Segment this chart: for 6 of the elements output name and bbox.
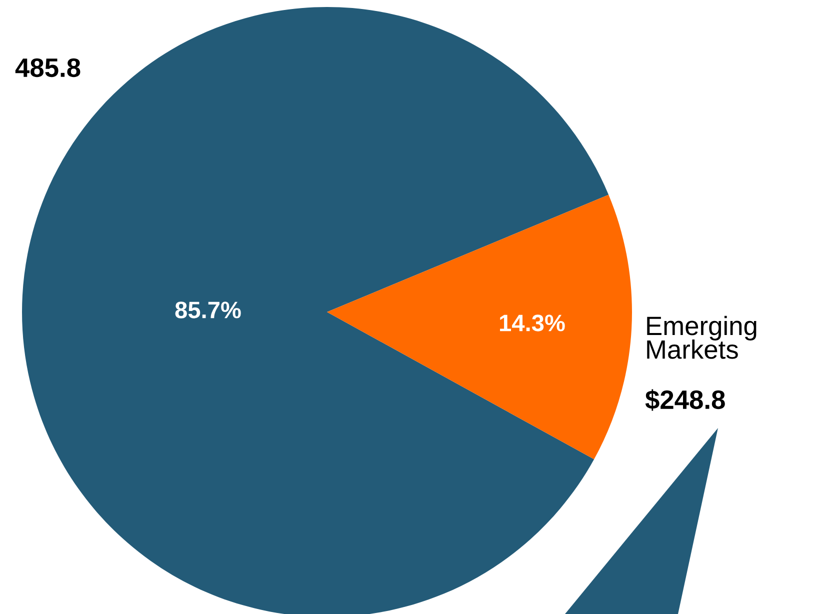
- data-label: 14.3%: [500, 314, 565, 332]
- pie-slice: [327, 194, 632, 460]
- text: 485.8: [15, 58, 80, 78]
- slice-label: Emerging Markets: [647, 316, 756, 359]
- text: $248.8: [645, 389, 725, 411]
- data-label: 85.7%: [175, 302, 241, 318]
